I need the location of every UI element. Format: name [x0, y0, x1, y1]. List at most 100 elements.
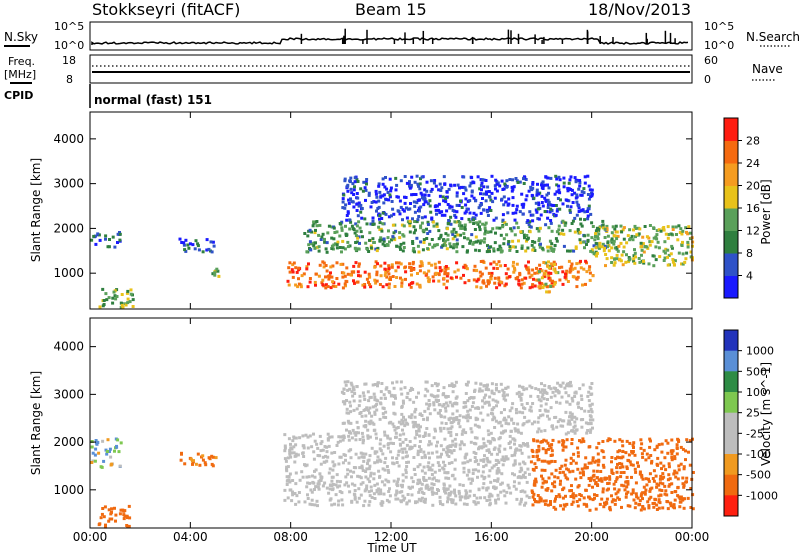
velocity-cell	[417, 429, 421, 433]
velocity-cell	[576, 504, 580, 508]
velocity-cell	[477, 488, 481, 492]
velocity-cell	[385, 386, 389, 390]
power-cell	[349, 187, 353, 191]
power-cell	[604, 264, 607, 268]
velocity-cell	[613, 502, 617, 506]
power-cell	[358, 274, 362, 278]
velocity-cell	[681, 447, 685, 451]
velocity-cell	[539, 414, 543, 418]
power-cell	[655, 229, 659, 233]
velocity-cell	[655, 482, 659, 486]
y-tick-label: 3000	[53, 177, 84, 191]
velocity-cell	[375, 490, 379, 494]
velocity-cell	[626, 480, 630, 484]
velocity-cell	[464, 382, 468, 386]
power-cell	[526, 246, 530, 250]
velocity-cell	[564, 445, 568, 449]
power-cell	[485, 284, 488, 288]
velocity-cell	[542, 397, 546, 401]
velocity-cell	[361, 452, 365, 456]
velocity-cell	[94, 439, 98, 442]
velocity-cell	[661, 482, 665, 486]
velocity-cell	[468, 458, 472, 462]
velocity-cell	[463, 401, 467, 405]
power-cell	[297, 266, 301, 270]
power-cell	[346, 245, 350, 249]
power-cell	[507, 240, 511, 244]
power-cell	[419, 260, 423, 264]
velocity-cell	[544, 451, 548, 455]
velocity-cell	[628, 504, 632, 508]
power-cell	[579, 222, 583, 226]
velocity-cell	[553, 394, 557, 398]
power-cell	[440, 186, 444, 190]
power-cell	[477, 249, 481, 253]
velocity-cell	[555, 400, 558, 404]
velocity-cell	[573, 415, 577, 419]
power-cell	[478, 225, 481, 229]
velocity-cell	[449, 434, 453, 438]
power-cell	[381, 285, 385, 289]
power-cell	[394, 176, 398, 180]
velocity-cell	[349, 410, 353, 414]
power-cell	[377, 182, 381, 186]
velocity-cell	[588, 385, 592, 389]
power-cell	[603, 246, 607, 250]
velocity-cell	[430, 473, 434, 476]
power-cell	[594, 232, 597, 236]
velocity-cell	[115, 445, 119, 449]
velocity-cell	[418, 463, 422, 467]
velocity-cell	[669, 449, 673, 453]
velocity-cell	[381, 412, 385, 416]
velocity-cell	[477, 425, 481, 429]
velocity-cell	[349, 381, 353, 385]
power-cell	[580, 193, 584, 197]
velocity-cell	[353, 392, 357, 395]
power-cell	[463, 227, 467, 231]
power-cell	[648, 243, 652, 247]
power-cell	[667, 253, 671, 257]
power-cell	[312, 244, 316, 248]
power-cell	[354, 234, 358, 238]
power-cell	[547, 274, 551, 277]
velocity-cell	[667, 473, 671, 477]
power-cell	[334, 285, 338, 288]
power-cell	[183, 248, 187, 252]
velocity-cell	[605, 497, 609, 501]
power-cell	[404, 277, 407, 281]
velocity-cell	[358, 475, 362, 479]
power-cell	[441, 195, 445, 199]
velocity-cell	[404, 450, 408, 454]
colorbar-segment	[724, 350, 738, 372]
velocity-cell	[682, 484, 686, 487]
power-cell	[302, 272, 306, 276]
power-cell	[473, 228, 477, 231]
power-cell	[338, 234, 342, 238]
power-cell	[352, 193, 356, 196]
power-cell	[541, 180, 545, 184]
velocity-cell	[416, 482, 420, 486]
power-cell	[538, 270, 541, 274]
velocity-cell	[353, 493, 357, 497]
power-cell	[445, 279, 449, 283]
power-cell	[446, 233, 450, 237]
velocity-cell	[114, 519, 117, 523]
power-cell	[384, 212, 388, 216]
velocity-cell	[631, 488, 635, 492]
velocity-cell	[413, 444, 417, 448]
power-cell	[603, 227, 607, 231]
power-cell	[309, 248, 313, 252]
velocity-cell	[487, 495, 491, 499]
power-cell	[326, 285, 330, 288]
velocity-cell	[437, 403, 441, 407]
power-cell	[552, 267, 556, 271]
velocity-cell	[575, 417, 579, 421]
velocity-cell	[574, 477, 578, 481]
velocity-cell	[423, 394, 427, 398]
power-cell	[686, 240, 690, 244]
velocity-cell	[98, 522, 102, 526]
power-cell	[182, 241, 186, 245]
velocity-cell	[575, 500, 579, 503]
power-cell	[345, 185, 349, 189]
